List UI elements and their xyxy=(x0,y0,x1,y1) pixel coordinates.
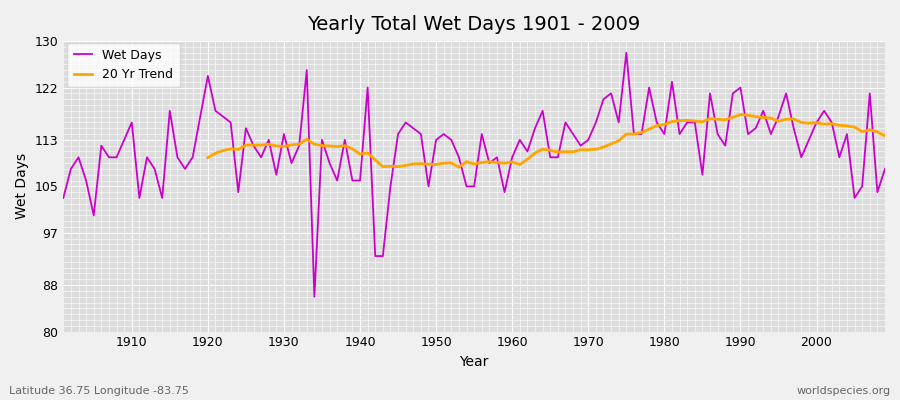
Wet Days xyxy=(515,138,526,142)
Title: Yearly Total Wet Days 1901 - 2009: Yearly Total Wet Days 1901 - 2009 xyxy=(308,15,641,34)
Wet Days xyxy=(621,50,632,55)
Wet Days xyxy=(58,196,68,200)
Wet Days xyxy=(606,91,616,96)
Wet Days xyxy=(507,155,517,160)
20 Yr Trend xyxy=(796,120,806,125)
Wet Days xyxy=(309,294,320,299)
Text: Latitude 36.75 Longitude -83.75: Latitude 36.75 Longitude -83.75 xyxy=(9,386,189,396)
Text: worldspecies.org: worldspecies.org xyxy=(796,386,891,396)
Y-axis label: Wet Days: Wet Days xyxy=(15,153,29,220)
Wet Days xyxy=(879,166,890,171)
20 Yr Trend xyxy=(454,165,464,170)
20 Yr Trend xyxy=(864,127,875,132)
20 Yr Trend xyxy=(293,142,304,147)
20 Yr Trend xyxy=(735,112,746,117)
Wet Days xyxy=(339,138,350,142)
20 Yr Trend xyxy=(879,134,890,138)
20 Yr Trend xyxy=(780,117,791,122)
Wet Days xyxy=(286,161,297,166)
Line: Wet Days: Wet Days xyxy=(63,53,885,297)
Legend: Wet Days, 20 Yr Trend: Wet Days, 20 Yr Trend xyxy=(68,42,180,87)
20 Yr Trend xyxy=(682,118,693,123)
Wet Days xyxy=(119,138,130,142)
20 Yr Trend xyxy=(202,155,213,160)
X-axis label: Year: Year xyxy=(460,355,489,369)
20 Yr Trend xyxy=(408,162,418,166)
Line: 20 Yr Trend: 20 Yr Trend xyxy=(208,115,885,167)
